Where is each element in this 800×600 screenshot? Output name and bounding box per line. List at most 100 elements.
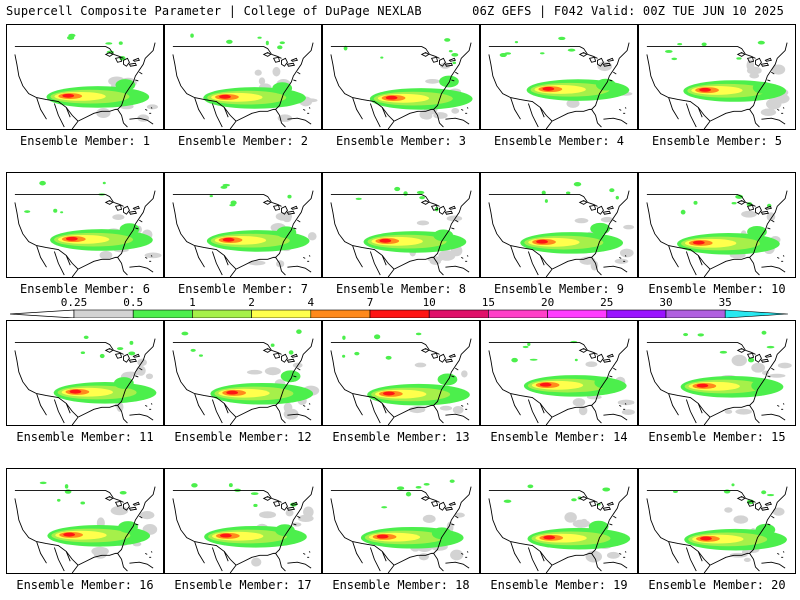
- scp-speckle: [503, 499, 512, 503]
- scp-low-area: [751, 362, 766, 373]
- coastline: [172, 350, 195, 394]
- ensemble-member-label: Ensemble Member: 6: [19, 282, 151, 296]
- map-panel: [6, 468, 164, 574]
- map-panel: [480, 320, 638, 426]
- scp-speckle: [448, 49, 453, 53]
- legend-color-swatch: [488, 309, 548, 318]
- coastline: [129, 413, 154, 421]
- coastline: [352, 245, 395, 277]
- map-panel-map: [172, 329, 320, 425]
- coastline: [145, 403, 153, 410]
- scp-low-area: [771, 64, 786, 75]
- coastline: [117, 190, 156, 258]
- map-panel-map: [646, 330, 792, 425]
- coastline: [352, 97, 395, 129]
- scp-low-area: [422, 514, 436, 523]
- coastline: [749, 42, 788, 110]
- coastline: [488, 54, 511, 98]
- scp-speckle: [253, 503, 258, 508]
- scp-speckle: [226, 39, 233, 44]
- border-line: [330, 490, 440, 503]
- scp-low-area: [139, 511, 155, 520]
- scp-speckle: [514, 41, 519, 44]
- scp-low-area: [291, 522, 302, 527]
- coastline: [36, 393, 79, 425]
- map-panel: [480, 468, 638, 574]
- coastline: [303, 551, 311, 558]
- coastline: [352, 541, 395, 573]
- scp-speckle: [296, 329, 302, 334]
- scp-speckle: [354, 351, 360, 356]
- scp-low-area: [283, 402, 293, 413]
- map-panel: [322, 320, 480, 426]
- scp-low-area: [746, 66, 762, 75]
- scp-low-area: [766, 212, 776, 222]
- scp-contour-fill: [69, 389, 82, 394]
- map-panel-map: [172, 183, 317, 277]
- scp-low-area: [451, 107, 460, 114]
- scp-low-area: [418, 553, 429, 561]
- scp-low-area: [450, 549, 464, 561]
- scp-speckle: [723, 489, 731, 494]
- scp-contour-fill: [699, 87, 712, 92]
- map-panel-map: [14, 180, 162, 277]
- scp-contour-fill: [280, 370, 301, 383]
- coastline: [77, 256, 128, 276]
- scp-speckle: [701, 42, 707, 47]
- scp-speckle: [539, 52, 545, 55]
- scp-low-area: [439, 405, 453, 411]
- legend-tick-label: 25: [600, 296, 614, 309]
- coastline: [461, 403, 469, 410]
- border-line: [646, 490, 756, 503]
- scp-contour-fill: [65, 236, 78, 241]
- scp-low-area: [146, 104, 159, 110]
- scp-speckle: [198, 354, 203, 357]
- map-panel: [164, 468, 322, 574]
- scp-speckle: [209, 195, 213, 198]
- scp-speckle: [415, 332, 422, 336]
- legend-color-swatch: [73, 309, 134, 318]
- coastline: [194, 541, 229, 572]
- coastline: [619, 107, 627, 114]
- coastline: [668, 393, 711, 425]
- scp-speckle: [257, 36, 262, 39]
- scp-contour-fill: [115, 79, 136, 91]
- scp-speckle: [697, 333, 705, 337]
- coastline: [104, 347, 140, 363]
- legend-color-swatch: [310, 309, 371, 318]
- legend-color-swatch: [251, 309, 312, 318]
- coastline: [330, 350, 353, 394]
- scp-contour-fill: [700, 536, 712, 541]
- scp-speckle: [761, 330, 767, 335]
- border-line: [646, 46, 756, 59]
- scp-speckle: [279, 41, 285, 45]
- scp-speckle: [522, 345, 529, 349]
- scp-contour-fill: [62, 93, 75, 98]
- scp-low-area: [772, 507, 785, 516]
- scp-speckle: [181, 331, 189, 336]
- coastline: [749, 486, 788, 554]
- coastline: [420, 199, 456, 215]
- coastline: [603, 561, 628, 569]
- scp-speckle: [99, 353, 105, 359]
- scp-speckle: [355, 197, 362, 200]
- border-line: [488, 490, 598, 503]
- scp-speckle: [609, 188, 615, 193]
- coastline: [510, 245, 545, 276]
- scp-low-area: [285, 509, 294, 517]
- scp-speckle: [451, 52, 459, 57]
- legend-tick-label: 0.5: [123, 296, 144, 309]
- scp-low-area: [272, 66, 281, 77]
- border-line: [330, 46, 440, 59]
- coastline: [330, 202, 353, 246]
- scp-low-area: [254, 69, 262, 76]
- coastline: [510, 245, 553, 277]
- scp-low-area: [724, 507, 733, 513]
- coastline: [104, 199, 140, 215]
- scp-low-area: [425, 78, 440, 84]
- scp-contour-fill: [219, 94, 231, 99]
- scp-low-area: [96, 108, 111, 119]
- legend-tick-label: 7: [366, 296, 374, 309]
- ensemble-member-label: Ensemble Member: 13: [332, 430, 470, 444]
- scp-contour-fill: [543, 535, 556, 540]
